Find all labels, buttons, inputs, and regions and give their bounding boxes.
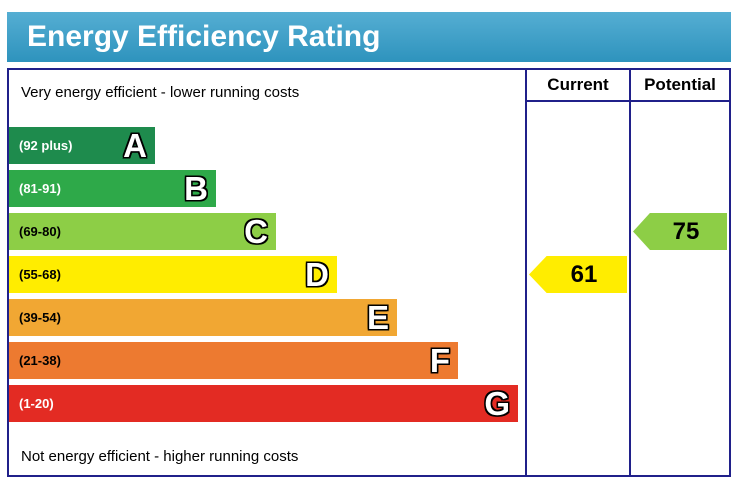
column-divider-current-potential <box>629 70 631 475</box>
band-bar-f: (21-38) F <box>9 342 458 379</box>
potential-rating-arrow: 75 <box>633 213 727 250</box>
band-row-d: (55-68) D <box>9 256 525 293</box>
band-letter: E <box>366 299 389 336</box>
bottom-note: Not energy efficient - higher running co… <box>21 448 299 465</box>
band-row-e: (39-54) E <box>9 299 525 336</box>
band-range-label: (21-38) <box>19 353 61 368</box>
band-range-label: (69-80) <box>19 224 61 239</box>
band-row-g: (1-20) G <box>9 385 525 422</box>
band-letter: B <box>184 170 208 207</box>
band-letter: D <box>305 256 329 293</box>
band-letter: F <box>429 342 450 379</box>
current-rating-arrow: 61 <box>529 256 627 293</box>
band-letter: G <box>484 385 510 422</box>
band-range-label: (1-20) <box>19 396 54 411</box>
band-row-c: (69-80) C <box>9 213 525 250</box>
current-column-header: Current <box>547 75 609 94</box>
potential-column-header: Potential <box>644 75 716 94</box>
band-bar-b: (81-91) B <box>9 170 216 207</box>
band-bar-e: (39-54) E <box>9 299 397 336</box>
page-title: Energy Efficiency Rating <box>7 12 731 62</box>
band-row-f: (21-38) F <box>9 342 525 379</box>
band-bar-g: (1-20) G <box>9 385 518 422</box>
current-rating-value: 61 <box>570 260 598 288</box>
band-row-a: (92 plus) A <box>9 127 525 164</box>
column-divider-bands-current <box>525 70 527 475</box>
band-row-b: (81-91) B <box>9 170 525 207</box>
band-range-label: (81-91) <box>19 181 61 196</box>
band-bar-c: (69-80) C <box>9 213 276 250</box>
header-underline <box>525 100 729 102</box>
band-letter: A <box>123 127 147 164</box>
band-bar-a: (92 plus) A <box>9 127 155 164</box>
rating-bands: (92 plus) A (81-91) B (69-80) C (55-68) D (39-54… <box>9 127 525 428</box>
potential-rating-value: 75 <box>672 217 700 245</box>
top-note: Very energy efficient - lower running co… <box>21 84 300 101</box>
band-letter: C <box>244 213 268 250</box>
band-bar-d: (55-68) D <box>9 256 337 293</box>
band-range-label: (92 plus) <box>19 138 73 153</box>
band-range-label: (39-54) <box>19 310 61 325</box>
rating-chart-frame: Current Potential Very energy efficient … <box>7 68 731 477</box>
band-range-label: (55-68) <box>19 267 61 282</box>
